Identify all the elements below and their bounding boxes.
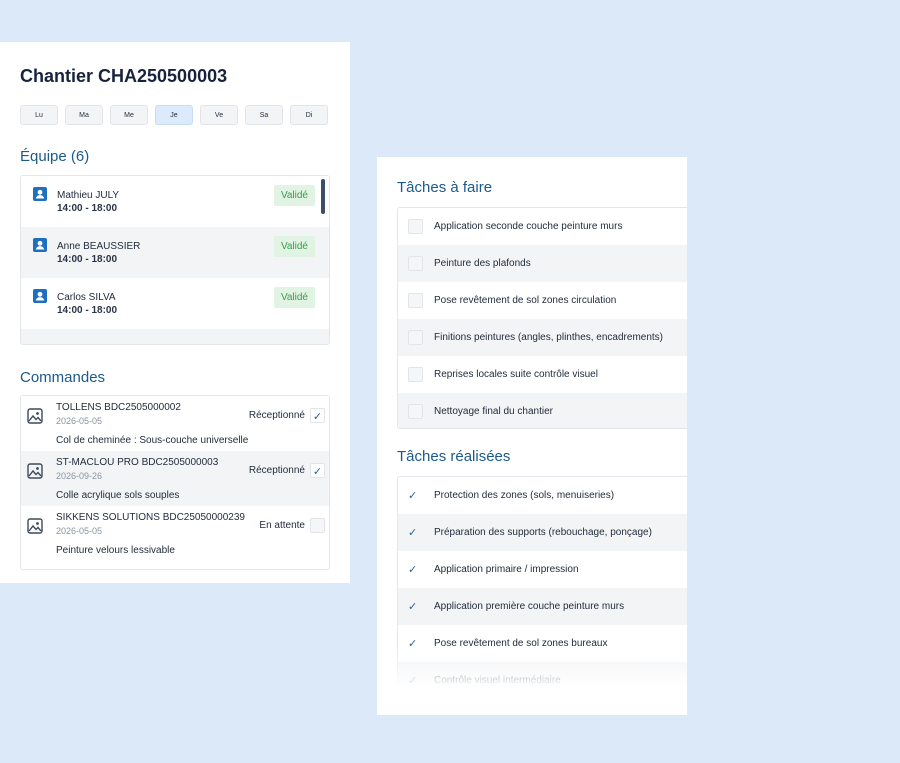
section-title: Tâches à faire — [397, 179, 493, 196]
task-label: Pose revêtement de sol zones circulation — [434, 295, 617, 306]
image-icon — [27, 408, 43, 429]
task-checkbox[interactable] — [408, 219, 423, 234]
site-title: Chantier CHA250500003 — [20, 66, 228, 86]
member-hours: 14:00 - 18:00 — [57, 254, 118, 265]
order-row: SIKKENS SOLUTIONS BDC25050000239 2026-05-… — [21, 506, 329, 561]
row-peek — [21, 329, 329, 344]
orders-list: TOLLENS BDC2505000002 2026-05-05 Col de ch… — [20, 395, 330, 570]
order-description: Peinture velours lessivable — [56, 545, 175, 556]
status-badge: Validé — [273, 236, 315, 257]
task-checkbox[interactable] — [408, 404, 423, 419]
status-badge: Validé — [273, 287, 315, 308]
order-checkbox[interactable]: ✓ — [310, 463, 325, 478]
task-row: Application seconde couche peinture murs — [398, 208, 687, 245]
order-date: 2026-05-05 — [56, 416, 103, 426]
task-checkbox[interactable]: ✓ — [408, 527, 418, 539]
order-status: Réceptionné — [248, 465, 305, 476]
task-checkbox[interactable]: ✓ — [408, 601, 418, 613]
day-button[interactable]: Me — [110, 105, 148, 125]
task-checkbox[interactable]: ✓ — [408, 564, 418, 576]
task-label: Finitions peintures (angles, plinthes, e… — [434, 332, 664, 343]
member-name: Carlos SILVA — [57, 292, 116, 303]
task-row: Peinture des plafonds — [398, 245, 687, 282]
task-label: Application première couche peinture mur… — [434, 601, 625, 612]
person-icon — [33, 187, 47, 206]
task-label: Application seconde couche peinture murs — [434, 221, 623, 232]
task-checkbox[interactable] — [408, 256, 423, 271]
team-row: Mathieu JULY 14:00 - 18:00 Validé — [21, 176, 329, 227]
order-checkbox[interactable] — [310, 518, 325, 533]
day-button[interactable]: Di — [290, 105, 328, 125]
order-status: Réceptionné — [248, 410, 305, 421]
task-checkbox[interactable]: ✓ — [408, 638, 418, 650]
member-hours: 14:00 - 18:00 — [57, 203, 118, 214]
order-row: TOLLENS BDC2505000002 2026-05-05 Col de ch… — [21, 396, 329, 451]
task-row: ✓ Application première couche peinture mu… — [398, 588, 687, 625]
task-checkbox[interactable] — [408, 293, 423, 308]
task-label: Protection des zones (sols, menuiseries) — [434, 490, 615, 501]
task-checkbox[interactable] — [408, 330, 423, 345]
day-button[interactable]: Ma — [65, 105, 103, 125]
day-button[interactable]: Lu — [20, 105, 58, 125]
task-label: Préparation des supports (rebouchage, po… — [434, 527, 652, 538]
member-hours: 14:00 - 18:00 — [57, 305, 118, 316]
task-checkbox[interactable]: ✓ — [408, 490, 418, 502]
image-icon — [27, 518, 43, 539]
order-status: En attente — [259, 520, 305, 531]
task-row: Finitions peintures (angles, plinthes, e… — [398, 319, 687, 356]
task-label: Reprises locales suite contrôle visuel — [434, 369, 598, 380]
team-row: Carlos SILVA 14:00 - 18:00 Validé — [21, 278, 329, 329]
task-label: Application primaire / impression — [434, 564, 579, 575]
person-icon — [33, 238, 47, 257]
task-row: Nettoyage final du chantier — [398, 393, 687, 428]
team-list: Mathieu JULY 14:00 - 18:00 Validé Anne BEAU… — [20, 175, 330, 345]
team-title: Équipe (6) — [20, 148, 90, 165]
order-description: Colle acrylique sols souples — [56, 490, 180, 501]
fade-overlay — [377, 647, 687, 715]
order-date: 2026-05-05 — [56, 526, 103, 536]
task-list: Application seconde couche peinture murs… — [397, 207, 687, 429]
task-label: Nettoyage final du chantier — [434, 406, 553, 417]
task-label: Peinture des plafonds — [434, 258, 531, 269]
member-name: Anne BEAUSSIER — [57, 241, 141, 252]
task-row: Pose revêtement de sol zones circulation — [398, 282, 687, 319]
section-title: Tâches réalisées — [397, 448, 511, 465]
orders-title: Commandes — [20, 369, 106, 386]
member-name: Mathieu JULY — [57, 190, 120, 201]
order-row: ST-MACLOU PRO BDC2505000003 2026-09-26 Col… — [21, 451, 329, 506]
day-button[interactable]: Je — [155, 105, 193, 125]
task-row: Reprises locales suite contrôle visuel — [398, 356, 687, 393]
order-description: Col de cheminée : Sous-couche universell… — [56, 435, 249, 446]
task-label: Pose revêtement de sol zones bureaux — [434, 638, 608, 649]
task-row: ✓ Préparation des supports (rebouchage, p… — [398, 514, 687, 551]
order-supplier: TOLLENS BDC2505000002 — [56, 402, 181, 413]
person-icon — [33, 289, 47, 308]
day-button[interactable]: Ve — [200, 105, 238, 125]
order-supplier: SIKKENS SOLUTIONS BDC25050000239 — [56, 512, 245, 523]
image-icon — [27, 463, 43, 484]
order-checkbox[interactable]: ✓ — [310, 408, 325, 423]
site-card: Chantier CHA250500003 Lu Ma Me Je Ve Sa Di Équip… — [0, 42, 350, 583]
task-checkbox[interactable] — [408, 367, 423, 382]
task-row: ✓ Application primaire / impression — [398, 551, 687, 588]
tasks-card: Tâches à faire Application seconde couche… — [377, 157, 687, 715]
task-row: ✓ Protection des zones (sols, menuiseries… — [398, 477, 687, 514]
day-button[interactable]: Sa — [245, 105, 283, 125]
order-supplier: ST-MACLOU PRO BDC2505000003 — [56, 457, 219, 468]
team-row: Anne BEAUSSIER 14:00 - 18:00 Validé — [21, 227, 329, 278]
order-date: 2026-09-26 — [56, 471, 103, 481]
status-badge: Validé — [273, 185, 315, 206]
scrollbar — [321, 179, 325, 214]
